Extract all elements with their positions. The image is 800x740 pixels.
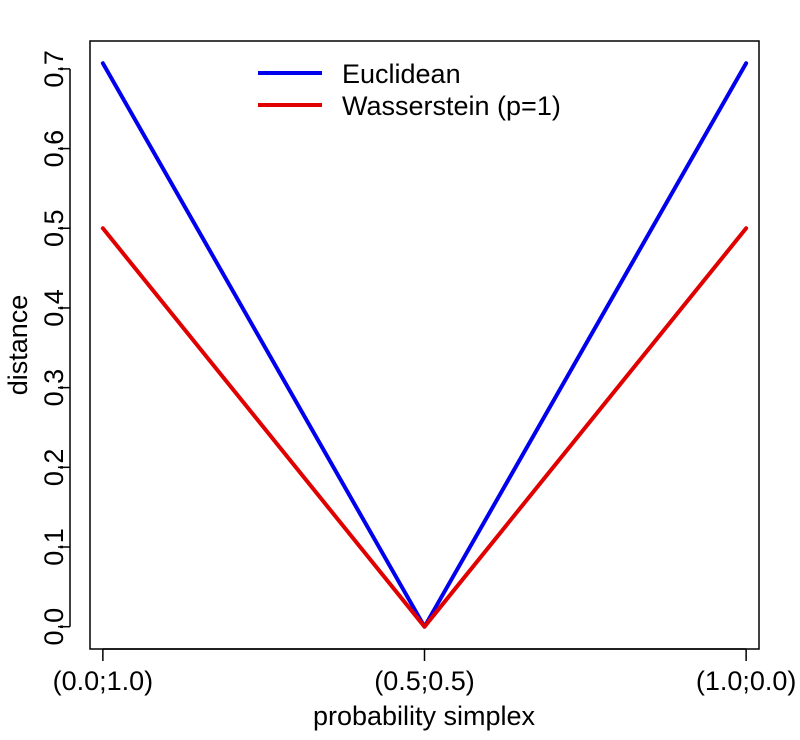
x-tick-label: (0.5;0.5) xyxy=(374,666,475,696)
y-tick-label: 0.5 xyxy=(39,209,69,247)
x-tick-label: (1.0;0.0) xyxy=(696,666,797,696)
series-layer xyxy=(100,61,749,629)
plot-frame xyxy=(89,40,760,650)
y-tick-label: 0.6 xyxy=(39,130,69,168)
x-axis: (0.0;1.0) (0.5;0.5) (1.0;0.0) xyxy=(53,648,797,696)
y-tick-label: 0.0 xyxy=(39,608,69,646)
y-tick-label: 0.7 xyxy=(39,50,69,88)
y-axis-title: distance xyxy=(3,295,33,396)
y-axis: 0.0 0.1 0.2 0.3 0.4 0.5 0.6 0.7 xyxy=(39,50,71,646)
y-tick-label: 0.1 xyxy=(39,528,69,566)
series-line-wasserstein xyxy=(100,226,749,629)
legend-label-wasserstein: Wasserstein (p=1) xyxy=(342,91,561,121)
x-axis-title: probability simplex xyxy=(313,701,536,731)
x-tick-label: (0.0;1.0) xyxy=(53,666,154,696)
y-tick-label: 0.3 xyxy=(39,369,69,407)
y-tick-label: 0.2 xyxy=(39,449,69,487)
y-tick-label: 0.4 xyxy=(39,289,69,327)
legend: Euclidean Wasserstein (p=1) xyxy=(258,59,561,121)
legend-label-euclidean: Euclidean xyxy=(342,59,461,89)
